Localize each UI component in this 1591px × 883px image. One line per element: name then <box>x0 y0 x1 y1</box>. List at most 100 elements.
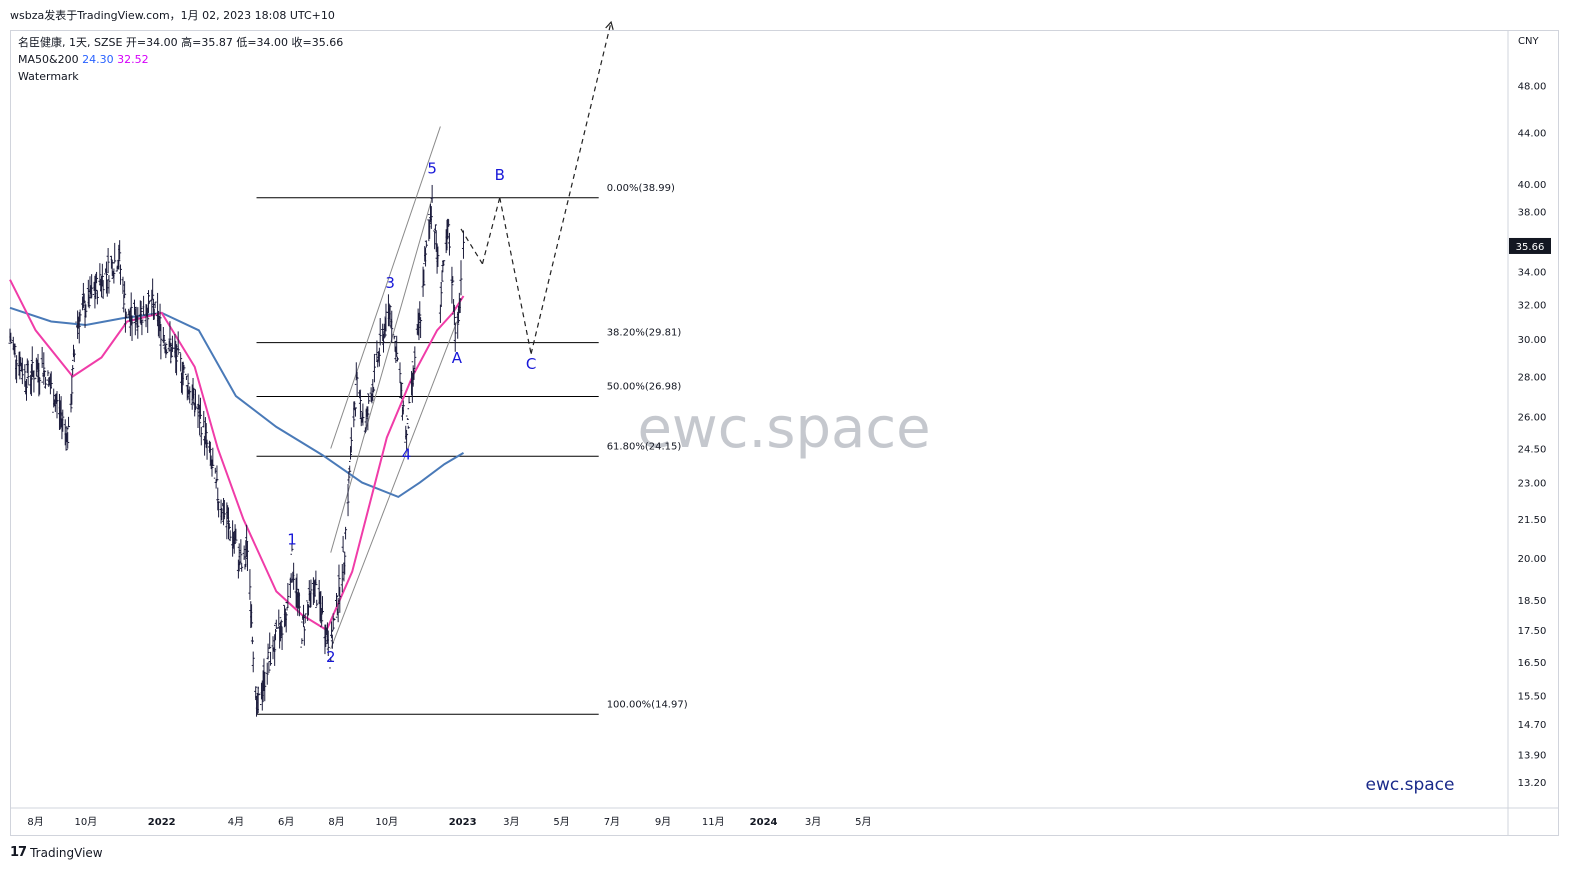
x-tick-label: 8月 <box>328 816 344 828</box>
candle <box>309 579 313 608</box>
ma-label: MA50&200 <box>18 53 79 66</box>
candle <box>315 599 319 609</box>
candle <box>31 370 35 378</box>
y-tick-label: 44.00 <box>1518 129 1547 140</box>
candle <box>355 371 359 397</box>
candle <box>158 303 162 332</box>
x-tick-label: 2022 <box>148 817 176 828</box>
candle <box>136 307 140 339</box>
wave-label: 5 <box>427 159 437 177</box>
candle <box>245 541 249 572</box>
candle <box>95 271 99 284</box>
publish-info: wsbza发表于TradingView.com，1月 02, 2023 18:0… <box>10 9 335 22</box>
candle <box>124 311 128 319</box>
candle <box>67 416 71 429</box>
candle <box>61 409 65 432</box>
candle <box>30 346 34 377</box>
watermark-label: Watermark <box>18 70 79 83</box>
candle <box>330 634 334 649</box>
candle <box>456 311 460 339</box>
candle <box>419 317 423 339</box>
y-tick-label: 17.50 <box>1518 626 1547 637</box>
x-tick-label: 4月 <box>228 816 244 828</box>
candle <box>265 662 269 685</box>
candle <box>104 261 108 294</box>
candle <box>153 301 157 309</box>
y-tick-label: 13.20 <box>1518 778 1547 789</box>
candle <box>182 362 186 371</box>
y-tick-label: 15.50 <box>1518 692 1547 703</box>
candle <box>383 317 387 338</box>
candle <box>303 613 307 624</box>
candle <box>84 304 88 318</box>
candle <box>40 346 44 368</box>
candle <box>234 528 238 541</box>
candle <box>188 386 192 404</box>
y-tick-label: 24.50 <box>1518 444 1547 455</box>
candle <box>123 281 127 299</box>
candle <box>338 586 342 613</box>
candle <box>15 355 19 384</box>
candle <box>250 604 254 628</box>
candle <box>340 563 344 593</box>
ma-fast-line <box>9 279 465 632</box>
candle <box>335 592 339 607</box>
symbol-info: 名臣健康, 1天, SZSE 开=34.00 高=35.87 低=34.00 收… <box>18 36 344 49</box>
candle <box>38 376 42 395</box>
candle <box>175 344 179 376</box>
candle <box>396 355 400 362</box>
candle <box>277 609 281 628</box>
candle <box>257 687 261 695</box>
fib-level-label: 38.20%(29.81) <box>607 328 682 339</box>
candle <box>370 393 374 404</box>
y-tick-label: 32.00 <box>1518 300 1547 311</box>
candle <box>297 592 301 617</box>
x-tick-label: 2024 <box>750 817 778 828</box>
y-tick-label: 48.00 <box>1518 82 1547 93</box>
candle <box>242 545 246 560</box>
candle <box>452 304 456 326</box>
x-tick-label: 6月 <box>278 816 294 828</box>
candle <box>170 346 174 363</box>
candle <box>400 382 404 400</box>
candle <box>436 246 440 267</box>
y-tick-label: 23.00 <box>1518 479 1547 490</box>
candle <box>352 401 356 428</box>
footer-brand: 𝟭𝟳 TradingView <box>10 845 103 860</box>
candle <box>106 247 110 274</box>
candle <box>176 331 180 357</box>
candle <box>146 307 150 333</box>
candle <box>381 333 385 353</box>
ma-legend-row: MA50&200 24.30 32.52 <box>18 51 343 68</box>
channel-line <box>330 197 433 553</box>
candle <box>32 371 36 393</box>
candle <box>442 260 446 266</box>
x-tick-label: 10月 <box>74 816 97 828</box>
candle <box>226 507 230 540</box>
candle <box>13 343 17 358</box>
x-tick-label: 7月 <box>604 816 620 828</box>
candle <box>254 686 258 701</box>
candle <box>451 276 455 283</box>
wave-label: 4 <box>402 446 412 464</box>
candle <box>358 389 362 399</box>
fib-level-label: 0.00%(38.99) <box>607 183 675 194</box>
candle <box>457 305 461 324</box>
candle <box>204 423 208 449</box>
candle <box>433 224 437 232</box>
candle <box>422 269 426 286</box>
candle <box>320 608 324 628</box>
candle <box>320 596 324 615</box>
candle <box>330 621 334 639</box>
chart-frame[interactable] <box>10 30 1559 836</box>
candle <box>405 429 409 450</box>
candle <box>238 556 242 565</box>
candle <box>358 390 362 418</box>
candle <box>375 340 379 362</box>
candle <box>26 360 30 386</box>
candle <box>424 240 428 248</box>
projection-segment <box>481 197 501 264</box>
projection-segment <box>499 197 532 354</box>
channel-line <box>330 126 441 449</box>
